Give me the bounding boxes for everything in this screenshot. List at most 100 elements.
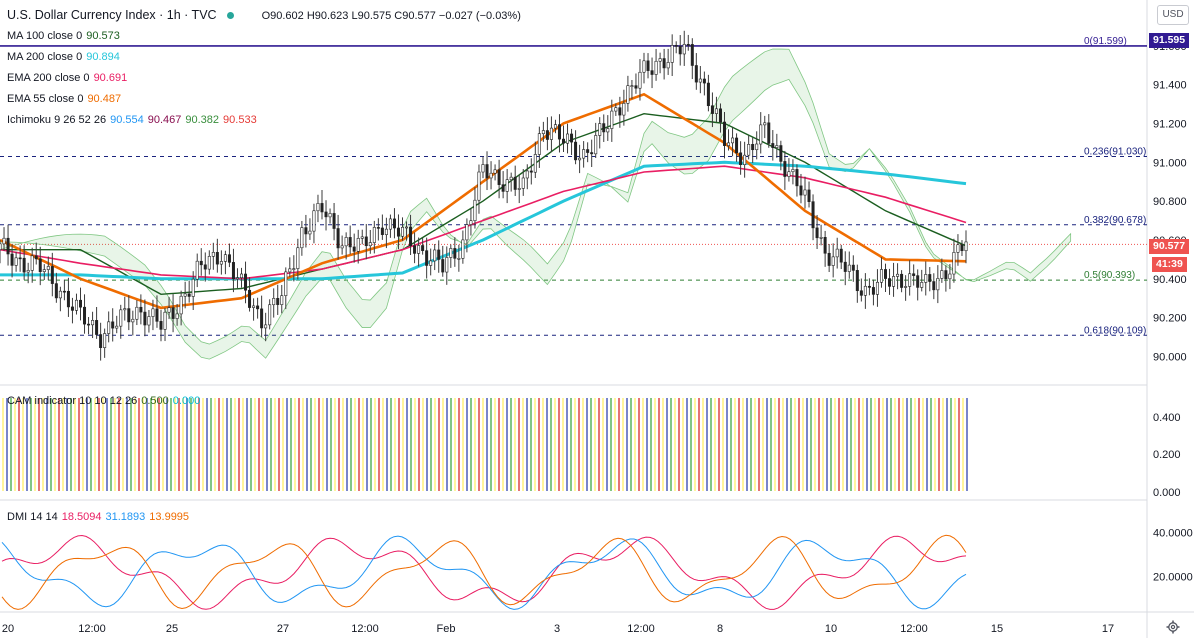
cam-bar <box>326 398 328 491</box>
time-tick: 3 <box>554 623 560 635</box>
legend-ichimoku[interactable]: Ichimoku 9 26 52 26 90.554 90.467 90.382 90.… <box>7 113 261 127</box>
cam-bar <box>418 398 420 491</box>
cam-bar <box>334 398 336 491</box>
cam-bar <box>634 398 636 491</box>
candle-body <box>505 179 509 192</box>
fib-label: 0.618(90.109) <box>1084 325 1146 336</box>
cam-bar <box>930 398 932 491</box>
legend-ema200[interactable]: EMA 200 close 0 90.691 <box>7 71 131 85</box>
legend-ema55[interactable]: EMA 55 close 0 90.487 <box>7 92 125 106</box>
candle-body <box>751 144 755 151</box>
cam-bar <box>858 398 860 491</box>
cam-bar <box>650 398 652 491</box>
cam-bar <box>30 398 32 491</box>
candle-body <box>163 311 167 330</box>
cam-bar <box>566 398 568 491</box>
cam-bar <box>678 398 680 491</box>
time-tick: Feb <box>437 623 456 635</box>
cam-bar <box>194 398 196 491</box>
candle-body <box>944 270 948 280</box>
candle-body <box>308 230 312 235</box>
cam-bar <box>330 398 332 491</box>
price-tick: 90.800 <box>1153 196 1187 208</box>
cam-bar <box>426 398 428 491</box>
symbol-title[interactable]: U.S. Dollar Currency Index · 1h · TVC <box>7 8 217 22</box>
legend-cam[interactable]: CAM indicator 10 10 12 26 0.500 0.000 <box>7 394 204 408</box>
candlesticks <box>0 30 968 361</box>
ma-line <box>0 160 967 281</box>
candle-body <box>340 245 344 249</box>
candle-body <box>203 264 207 270</box>
candle-body <box>883 269 887 279</box>
candle-body <box>727 142 731 146</box>
candle-body <box>791 169 795 173</box>
price-tick: 91.200 <box>1153 118 1187 130</box>
candle-body <box>252 305 256 308</box>
cam-bar <box>242 398 244 491</box>
cam-bar <box>510 398 512 491</box>
cam-bar <box>722 398 724 491</box>
legend-value: 90.533 <box>223 114 257 126</box>
cam-bar <box>866 398 868 491</box>
cam-bar <box>438 398 440 491</box>
candle-body <box>638 71 642 89</box>
legend-ma200[interactable]: MA 200 close 0 90.894 <box>7 50 124 64</box>
candle-body <box>58 290 62 299</box>
cam-bar <box>902 398 904 491</box>
cam-bar <box>278 398 280 491</box>
cam-bar <box>702 398 704 491</box>
cam-bar <box>558 398 560 491</box>
cam-bar <box>318 398 320 491</box>
cam-bar <box>358 398 360 491</box>
cam-bar <box>830 398 832 491</box>
candle-body <box>95 320 99 335</box>
candle-body <box>187 293 191 297</box>
cam-bar <box>814 398 816 491</box>
cam-bar <box>66 398 68 491</box>
cam-bar <box>294 398 296 491</box>
legend-ma100[interactable]: MA 100 close 0 90.573 <box>7 29 124 43</box>
candle-body <box>248 289 252 308</box>
currency-button[interactable]: USD <box>1157 5 1189 25</box>
time-tick: 17 <box>1102 623 1114 635</box>
cam-bar <box>122 398 124 491</box>
candle-body <box>473 199 477 222</box>
cam-indicator-bars <box>2 398 968 491</box>
cam-bar <box>482 398 484 491</box>
time-tick: 27 <box>277 623 289 635</box>
cam-bar <box>766 398 768 491</box>
cam-bar <box>110 398 112 491</box>
cam-bar <box>98 398 100 491</box>
cam-bar <box>22 398 24 491</box>
candle-body <box>127 308 131 323</box>
cam-bar <box>354 398 356 491</box>
cam-bar <box>230 398 232 491</box>
legend-label: MA 200 close 0 <box>7 51 83 63</box>
cam-bar <box>618 398 620 491</box>
cam-bar <box>62 398 64 491</box>
candle-body <box>135 306 139 320</box>
candle-body <box>143 311 147 326</box>
candle-body <box>421 245 425 251</box>
candle-body <box>179 295 183 315</box>
candle-body <box>368 242 372 247</box>
cam-bar <box>282 398 284 491</box>
cam-bar <box>506 398 508 491</box>
candle-body <box>674 45 678 47</box>
candle-body <box>960 244 964 252</box>
legend-dmi[interactable]: DMI 14 14 18.5094 31.1893 13.9995 <box>7 510 193 524</box>
candle-body <box>698 78 702 83</box>
candle-body <box>231 262 235 280</box>
candle-body <box>549 127 553 140</box>
settings-gear-icon[interactable] <box>1166 620 1180 634</box>
cam-bar <box>602 398 604 491</box>
legend-value: 90.554 <box>110 114 144 126</box>
candle-body <box>264 324 268 329</box>
legend-value: 90.894 <box>86 51 120 63</box>
cam-bar <box>162 398 164 491</box>
cam-bar <box>638 398 640 491</box>
candle-body <box>268 304 272 326</box>
candle-body <box>706 82 710 107</box>
cam-bar <box>958 398 960 491</box>
